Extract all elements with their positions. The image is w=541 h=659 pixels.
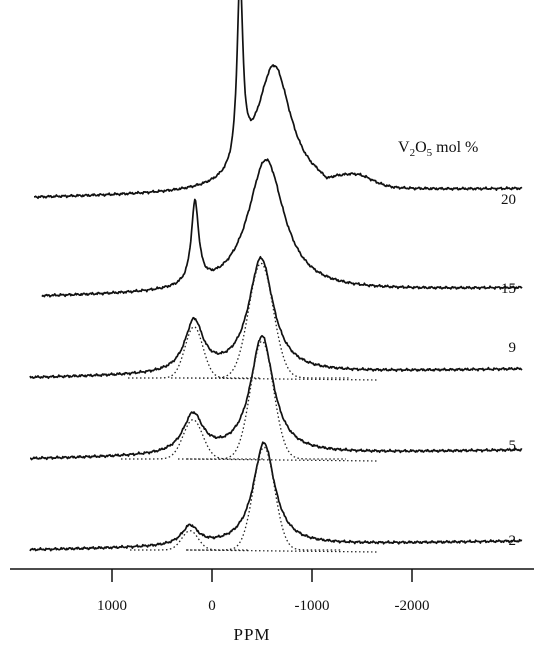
fit-component-9-1: [128, 326, 260, 379]
series-label-15: 15: [501, 281, 516, 297]
series-labels: 20 15 9 5 2: [501, 192, 516, 549]
x-tick-label--1000: -1000: [295, 598, 330, 614]
fit-component-5-1: [121, 419, 265, 460]
x-axis-ticks: 1000 0 -1000 -2000: [97, 569, 430, 614]
series-label-2: 2: [509, 533, 517, 549]
fit-components: [121, 262, 378, 553]
x-tick-label--2000: -2000: [395, 598, 430, 614]
fit-baseline-5: [186, 458, 378, 462]
spectrum-trace-20: [33, 0, 523, 200]
fit-component-5-2: [178, 340, 346, 460]
legend-title: V2O5 mol %: [398, 139, 478, 159]
fit-component-2-2: [186, 446, 342, 551]
x-axis-title: PPM: [233, 625, 270, 644]
series-label-9: 9: [509, 340, 517, 356]
fit-component-2-1: [130, 530, 250, 551]
spectrum-trace-2: [29, 441, 523, 552]
x-tick-label-1000: 1000: [97, 598, 127, 614]
x-tick-label-0: 0: [208, 598, 216, 614]
spectrum-trace-9: [29, 255, 523, 380]
spectra-traces: [29, 0, 523, 552]
fit-baseline-2: [186, 549, 378, 553]
spectrum-trace-15: [41, 158, 523, 298]
series-label-20: 20: [501, 192, 516, 208]
series-label-5: 5: [509, 438, 517, 454]
spectrum-trace-5: [29, 334, 523, 461]
fit-component-9-2: [171, 262, 351, 379]
